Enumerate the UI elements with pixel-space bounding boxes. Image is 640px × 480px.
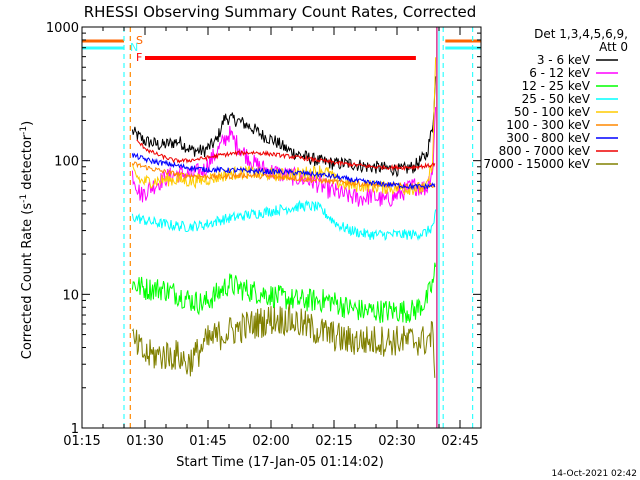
x-tick-label-5: 02:30 (378, 434, 415, 449)
vertical-markers (123, 27, 474, 428)
legend-label-1: 6 - 12 keV (529, 66, 591, 80)
series-line-8 (131, 303, 436, 378)
legend-label-2: 12 - 25 keV (522, 79, 591, 93)
y-tick-label-2: 100 (54, 155, 79, 170)
flag-label-f: F (136, 51, 142, 64)
y-tick-label-3: 1000 (46, 21, 79, 36)
legend-header-1: Det 1,3,4,5,6,9, (534, 27, 628, 41)
x-tick-label-0: 01:15 (63, 434, 100, 449)
axes (81, 26, 482, 429)
legend-label-5: 100 - 300 keV (506, 118, 590, 132)
legend-label-3: 25 - 50 keV (522, 92, 591, 106)
flag-bars (82, 39, 481, 60)
tick-labels: 01:15 01:30 01:45 02:00 02:15 02:30 02:45 1 10 10… (46, 21, 479, 449)
x-tick-label-2: 01:45 (189, 434, 226, 449)
legend-label-4: 50 - 100 keV (514, 105, 591, 119)
x-tick-label-1: 01:30 (126, 434, 163, 449)
x-tick-label-4: 02:15 (315, 434, 352, 449)
x-axis-label: Start Time (17-Jan-05 01:14:02) (176, 455, 384, 470)
plot-frame (81, 26, 482, 429)
series-line-3 (131, 199, 437, 242)
y-tick-label-0: 1 (71, 422, 79, 437)
flag-label-n: N (130, 41, 138, 54)
series-line-7 (136, 139, 436, 172)
legend-label-8: 7000 - 15000 keV (483, 157, 590, 171)
series-line-6 (131, 152, 436, 191)
legend-header-2: Att 0 (599, 40, 628, 54)
flag-label-s: S (136, 34, 143, 47)
legend-label-7: 800 - 7000 keV (499, 144, 591, 158)
x-tick-label-6: 02:45 (441, 434, 478, 449)
series-line-0 (131, 76, 437, 178)
x-tick-label-3: 02:00 (252, 434, 289, 449)
chart-title: RHESSI Observing Summary Count Rates, Co… (84, 3, 477, 21)
series-lines (131, 57, 437, 378)
y-axis-label: Corrected Count Rate (s-1 detector-1) (19, 121, 35, 359)
series-line-2 (131, 262, 437, 324)
legend-label-0: 3 - 6 keV (537, 53, 591, 67)
legend-label-6: 300 - 800 keV (506, 131, 590, 145)
footer-date: 14-Oct-2021 02:42 (552, 469, 637, 479)
flag-labels: S N F (130, 34, 143, 64)
y-tick-label-1: 10 (62, 288, 79, 303)
